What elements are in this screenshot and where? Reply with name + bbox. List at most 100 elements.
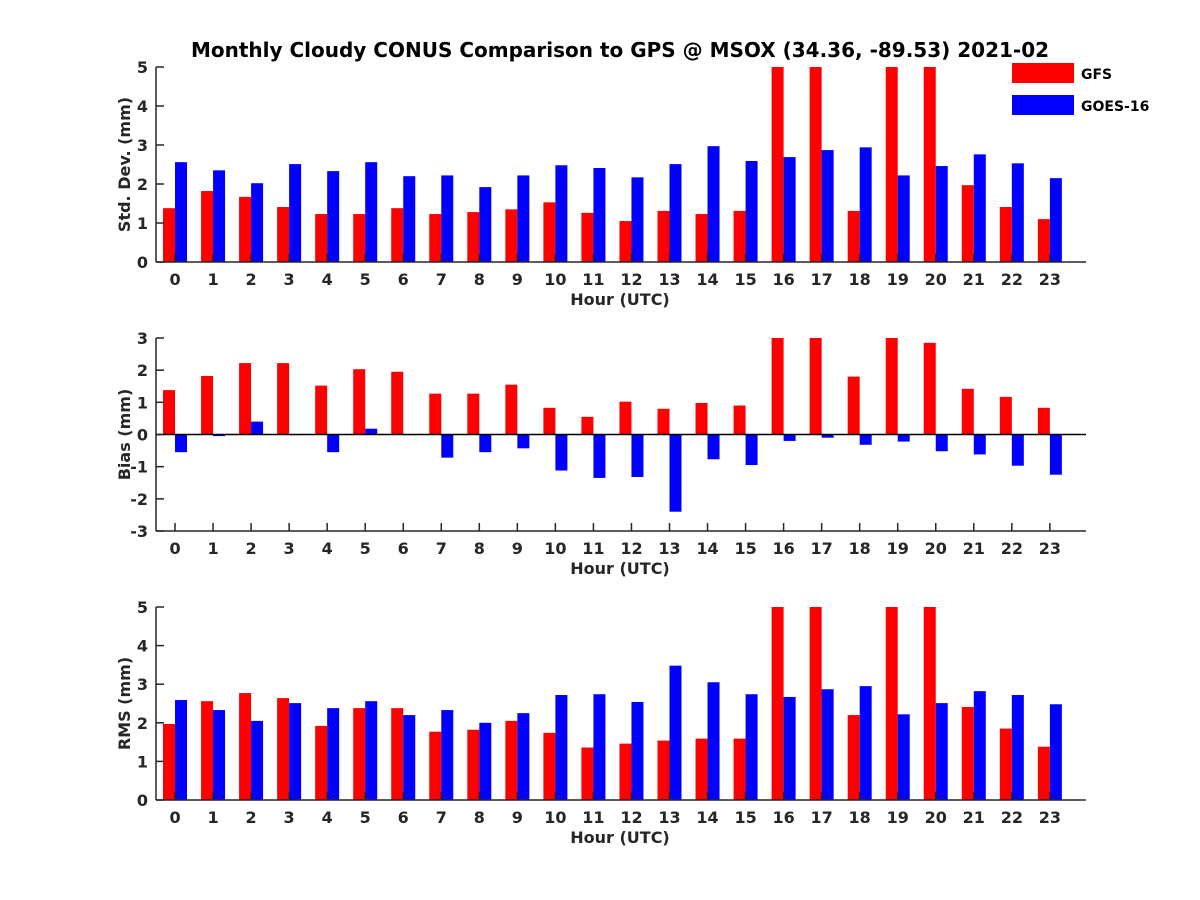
bar-gfs-10	[543, 732, 556, 800]
bar-goes-16-22	[1011, 434, 1024, 466]
bar-gfs-20	[923, 607, 936, 800]
bar-goes-16-11	[593, 694, 606, 800]
x-tick-label: 17	[811, 270, 833, 289]
bar-gfs-23	[1037, 407, 1050, 435]
bar-goes-16-12	[631, 177, 644, 262]
bar-goes-16-12	[631, 701, 644, 800]
x-tick-label: 11	[582, 270, 604, 289]
bar-gfs-16	[771, 607, 784, 800]
bar-goes-16-23	[1049, 434, 1062, 475]
bar-gfs-15	[733, 210, 746, 262]
x-tick-label: 10	[544, 539, 566, 558]
bar-gfs-13	[657, 740, 670, 800]
bar-goes-16-19	[897, 175, 910, 262]
bar-goes-16-22	[1011, 163, 1024, 262]
bar-gfs-8	[467, 212, 480, 262]
bar-gfs-19	[885, 338, 898, 435]
legend-swatch-gfs	[1012, 63, 1074, 83]
bar-gfs-9	[505, 209, 518, 262]
bar-goes-16-2	[251, 183, 264, 262]
bar-gfs-4	[315, 214, 328, 262]
x-tick-label: 12	[620, 808, 642, 827]
x-tick-label: 7	[436, 808, 447, 827]
bar-goes-16-14	[707, 146, 720, 262]
bar-goes-16-2	[251, 720, 264, 800]
bar-goes-16-18	[859, 434, 872, 445]
bar-gfs-15	[733, 738, 746, 800]
bar-goes-16-4	[327, 708, 340, 800]
x-tick-label: 11	[582, 808, 604, 827]
bar-gfs-23	[1037, 746, 1050, 800]
x-tick-label: 2	[246, 270, 257, 289]
bar-gfs-11	[581, 416, 594, 435]
x-tick-label: 10	[544, 270, 566, 289]
bar-gfs-12	[619, 401, 632, 435]
bar-gfs-10	[543, 202, 556, 262]
bar-goes-16-16	[783, 157, 796, 262]
x-tick-label: 7	[436, 270, 447, 289]
x-tick-label: 23	[1039, 808, 1061, 827]
bar-gfs-4	[315, 385, 328, 435]
legend: GFS GOES-16	[1012, 63, 1149, 115]
bar-gfs-7	[429, 214, 442, 262]
bar-goes-16-11	[593, 434, 606, 478]
x-tick-label: 10	[544, 808, 566, 827]
x-tick-label: 22	[1001, 270, 1023, 289]
x-tick-label: 6	[398, 539, 409, 558]
x-tick-label: 8	[474, 539, 485, 558]
x-tick-label: 1	[207, 808, 218, 827]
bar-gfs-23	[1037, 219, 1050, 262]
x-tick-label: 16	[772, 808, 794, 827]
bar-goes-16-21	[973, 434, 986, 455]
bar-goes-16-22	[1011, 695, 1024, 800]
x-tick-label: 4	[322, 808, 333, 827]
bar-goes-16-23	[1049, 704, 1062, 800]
x-tick-label: 14	[696, 539, 718, 558]
bar-gfs-1	[201, 191, 214, 262]
x-tick-label: 21	[963, 539, 985, 558]
bar-gfs-19	[885, 67, 898, 262]
bar-goes-16-8	[479, 434, 492, 453]
y-axis-label: RMS (mm)	[115, 657, 134, 750]
x-tick-label: 20	[925, 808, 947, 827]
x-tick-label: 22	[1001, 808, 1023, 827]
bar-gfs-0	[163, 723, 176, 800]
x-tick-label: 18	[849, 808, 871, 827]
y-tick-label: 4	[137, 97, 148, 116]
bar-gfs-22	[999, 728, 1012, 800]
x-tick-label: 6	[398, 270, 409, 289]
bar-goes-16-5	[365, 428, 378, 435]
bar-gfs-1	[201, 375, 214, 435]
bar-gfs-15	[733, 405, 746, 435]
bar-gfs-13	[657, 210, 670, 262]
x-tick-label: 21	[963, 270, 985, 289]
bar-goes-16-23	[1049, 178, 1062, 262]
x-tick-label: 4	[322, 539, 333, 558]
bar-goes-16-17	[821, 434, 834, 438]
bar-gfs-9	[505, 720, 518, 800]
y-axis-label: Bias (mm)	[115, 389, 134, 481]
bar-goes-16-8	[479, 187, 492, 262]
bar-gfs-18	[847, 210, 860, 262]
x-tick-label: 18	[849, 270, 871, 289]
bar-goes-16-17	[821, 689, 834, 800]
x-tick-label: 15	[734, 270, 756, 289]
bar-gfs-2	[239, 196, 252, 262]
y-tick-label: 3	[137, 329, 148, 348]
bar-gfs-12	[619, 221, 632, 262]
bar-goes-16-13	[669, 434, 682, 512]
bar-goes-16-4	[327, 171, 340, 262]
bar-gfs-14	[695, 738, 708, 800]
bar-gfs-18	[847, 715, 860, 800]
bar-goes-16-0	[175, 162, 188, 262]
bar-goes-16-10	[555, 434, 568, 471]
bar-goes-16-13	[669, 665, 682, 800]
bar-gfs-3	[277, 207, 290, 262]
x-tick-label: 8	[474, 270, 485, 289]
legend-label-goes-16: GOES-16	[1081, 99, 1149, 115]
legend-swatch-goes-16	[1012, 95, 1074, 115]
bar-gfs-21	[961, 706, 974, 800]
x-tick-label: 18	[849, 539, 871, 558]
bar-gfs-0	[163, 390, 176, 435]
